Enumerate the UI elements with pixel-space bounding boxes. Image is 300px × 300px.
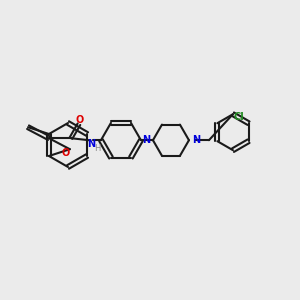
Text: N: N — [87, 139, 95, 149]
Text: N: N — [192, 135, 200, 145]
Text: N: N — [142, 135, 150, 145]
Text: O: O — [76, 115, 84, 125]
Text: O: O — [62, 148, 70, 158]
Text: Cl: Cl — [233, 112, 244, 122]
Text: H: H — [94, 144, 100, 153]
